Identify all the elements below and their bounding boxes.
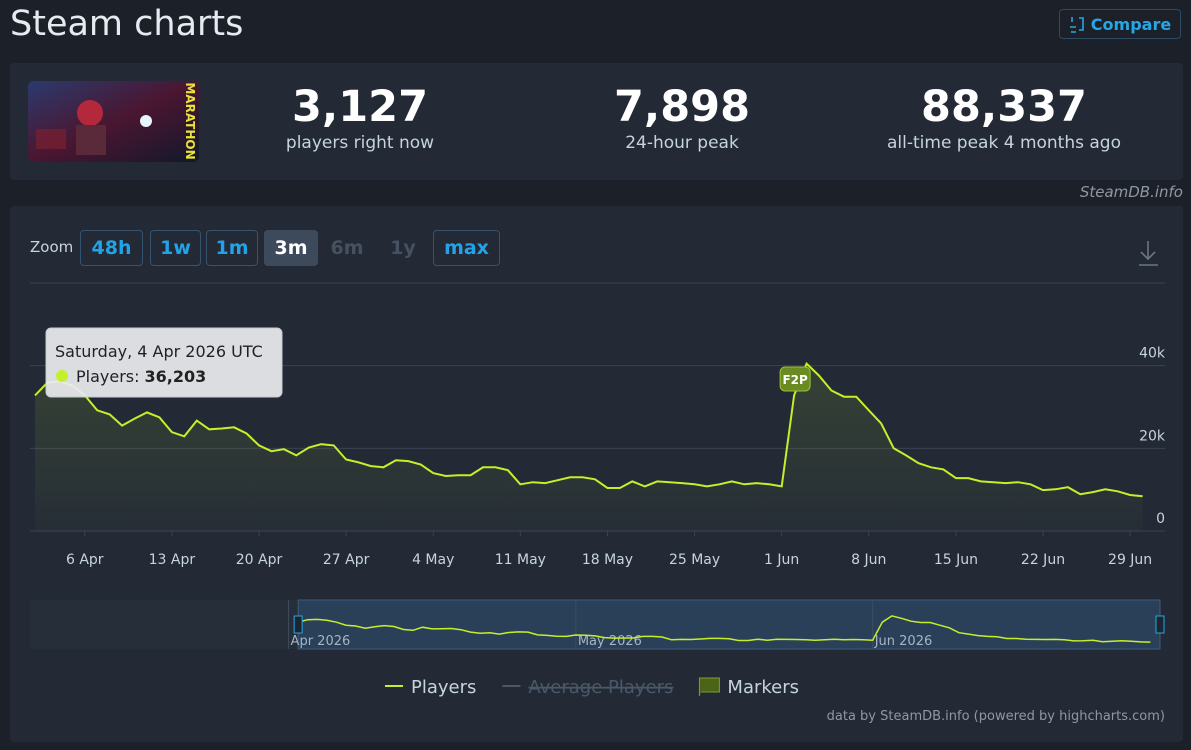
stats-panel: MARATHON 3,127 players right now 7,898 24-h…	[10, 63, 1183, 180]
navigator-label: Apr 2026	[291, 634, 351, 649]
zoom-button[interactable]: max	[433, 230, 500, 266]
navigator-selection	[297, 599, 1161, 650]
tooltip-date: Saturday, 4 Apr 2026 UTC	[55, 342, 263, 361]
credit: data by SteamDB.info (powered by highcha…	[827, 709, 1165, 724]
stat: 88,337 all-time peak 4 months ago	[844, 81, 1164, 153]
download-icon[interactable]	[1139, 241, 1158, 266]
compare-label: Compare	[1090, 14, 1172, 34]
x-tick-label: 29 Jun	[1108, 552, 1152, 568]
page-title: Steam charts	[10, 4, 244, 44]
x-tick-label: 13 Apr	[149, 552, 196, 568]
tooltip: Saturday, 4 Apr 2026 UTC Players: 36,203	[45, 327, 283, 398]
x-tick-label: 8 Jun	[851, 552, 886, 568]
stat-label: 24-hour peak	[625, 133, 739, 153]
compare-button[interactable]: Compare	[1059, 9, 1181, 39]
navigator-label: Jun 2026	[874, 634, 933, 649]
x-tick-label: 4 May	[412, 552, 454, 568]
legend-label: Average Players	[528, 677, 673, 698]
stat-value: 88,337	[921, 82, 1087, 132]
zoom-button[interactable]: 48h	[80, 230, 143, 266]
x-tick-label: 18 May	[582, 552, 633, 568]
game-thumbnail: MARATHON	[28, 81, 199, 162]
stat-value: 3,127	[291, 82, 428, 132]
x-tick-label: 1 Jun	[764, 552, 799, 568]
compare-icon	[1069, 17, 1084, 33]
tooltip-label: Players:	[76, 367, 140, 386]
stat-label: all-time peak 4 months ago	[887, 133, 1121, 153]
legend-flag	[698, 677, 720, 696]
y-tick-label: 20k	[1139, 428, 1166, 444]
marker-flag	[779, 366, 811, 392]
stat: 3,127 players right now	[200, 81, 520, 153]
tooltip-box	[45, 327, 283, 398]
zoom-button[interactable]: 1m	[206, 230, 258, 266]
x-tick-label: 27 Apr	[323, 552, 370, 568]
series-line	[34, 361, 1143, 498]
navigator-handle[interactable]	[1155, 615, 1165, 634]
tooltip-row: Players: 36,203	[76, 367, 206, 386]
legend-label: Markers	[727, 677, 799, 698]
zoom-button: 6m	[330, 237, 364, 259]
legend-item[interactable]: Average Players	[502, 677, 673, 698]
legend-label: Players	[411, 677, 476, 698]
legend-item[interactable]: Markers	[698, 677, 799, 698]
x-tick-label: 25 May	[669, 552, 720, 568]
y-tick-label: 0	[1156, 511, 1165, 527]
x-tick-label: 11 May	[495, 552, 546, 568]
tooltip-dot	[56, 370, 68, 382]
x-tick-label: 15 Jun	[934, 552, 978, 568]
stat: 7,898 24-hour peak	[522, 81, 842, 153]
source-label: SteamDB.info	[1079, 183, 1183, 201]
x-tick-label: 22 Jun	[1021, 552, 1065, 568]
tooltip-value: 36,203	[145, 367, 207, 386]
event-marker: F2P	[779, 366, 811, 392]
navigator-line	[297, 615, 1151, 643]
series-area	[35, 363, 1143, 531]
x-tick-label: 6 Apr	[66, 552, 104, 568]
stat-value: 7,898	[613, 82, 750, 132]
stat-label: players right now	[285, 133, 435, 153]
x-tick-label: 20 Apr	[236, 552, 283, 568]
legend-item[interactable]: Players	[385, 677, 476, 698]
zoom-button[interactable]: 3m	[264, 230, 318, 266]
navigator-label: May 2026	[578, 634, 642, 649]
zoom-button[interactable]: 1w	[150, 230, 201, 266]
zoom-button: 1y	[390, 237, 416, 259]
marker-label: F2P	[782, 373, 808, 387]
logo-text: MARATHON	[183, 82, 197, 159]
navigator-handle[interactable]	[293, 615, 303, 634]
zoom-label: Zoom	[30, 238, 74, 256]
y-tick-label: 40k	[1139, 346, 1166, 362]
